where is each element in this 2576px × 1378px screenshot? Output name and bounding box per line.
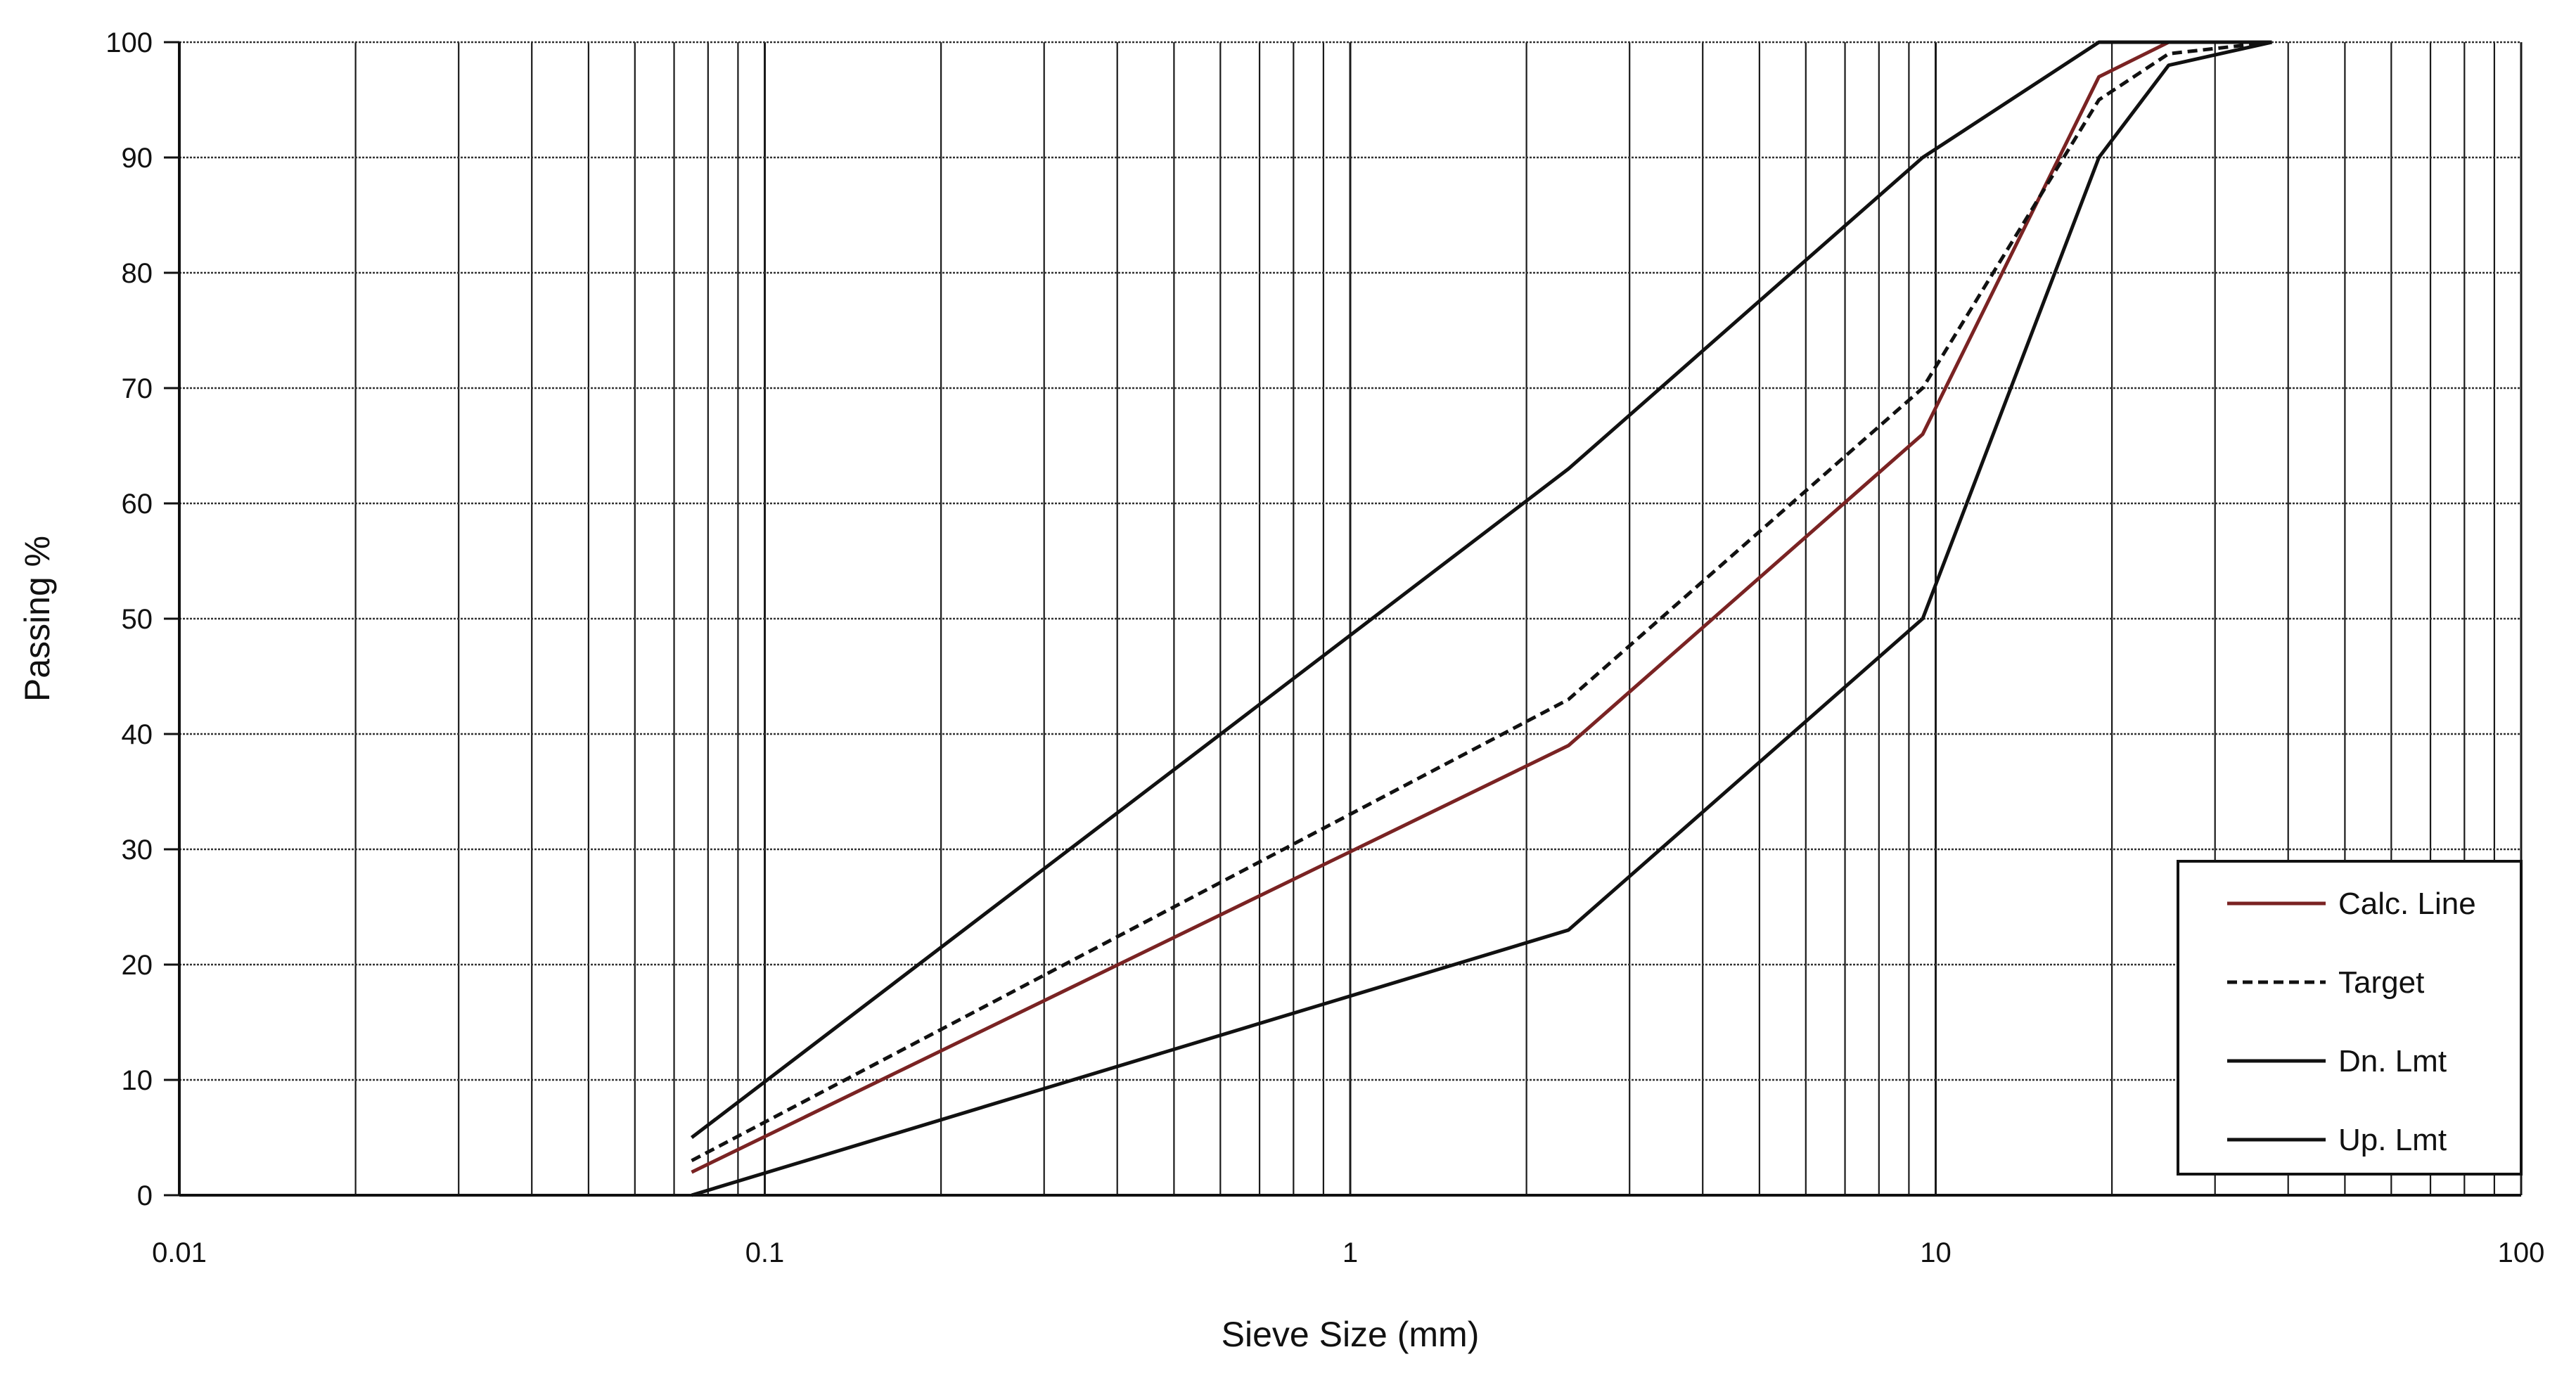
y-tick-label: 100 (105, 27, 153, 58)
y-tick-label: 0 (137, 1180, 153, 1211)
y-axis-title: Passing % (18, 536, 57, 702)
y-tick-label: 30 (122, 835, 153, 865)
legend-box (2177, 860, 2523, 1176)
y-tick-label: 40 (122, 719, 153, 750)
y-tick-label: 80 (122, 258, 153, 289)
grid (178, 41, 2523, 1195)
y-tick-label: 10 (122, 1065, 153, 1096)
x-tick-label: 0.1 (745, 1237, 785, 1268)
x-tick-label: 100 (2498, 1237, 2545, 1268)
x-tick-label: 10 (1920, 1237, 1952, 1268)
tick-labels: 0 10 20 30 40 50 60 70 80 90 100 0.01 0.1 1 10 100 (105, 27, 2544, 1268)
series-line-dn-lmt (691, 40, 2272, 1197)
legend-label: Calc. Line (2338, 887, 2476, 921)
legend: Calc. Line Target Dn. Lmt Up. Lmt (2177, 860, 2523, 1176)
x-axis-title: Sieve Size (mm) (1222, 1315, 1480, 1354)
y-tick-label: 60 (122, 489, 153, 520)
axes (164, 41, 2521, 1197)
y-tick-label: 20 (122, 950, 153, 981)
y-tick-label: 90 (122, 143, 153, 174)
series-line-up-lmt (690, 40, 2272, 1139)
x-tick-label: 0.01 (152, 1237, 207, 1268)
legend-label: Dn. Lmt (2338, 1044, 2447, 1078)
series-line-calc-line (691, 40, 2272, 1174)
series-line-target (691, 40, 2272, 1163)
y-tick-label: 50 (122, 604, 153, 635)
legend-label: Target (2338, 965, 2424, 1000)
x-tick-label: 1 (1343, 1237, 1358, 1268)
series-lines (690, 40, 2272, 1197)
legend-label: Up. Lmt (2338, 1123, 2447, 1157)
y-tick-label: 70 (122, 373, 153, 404)
